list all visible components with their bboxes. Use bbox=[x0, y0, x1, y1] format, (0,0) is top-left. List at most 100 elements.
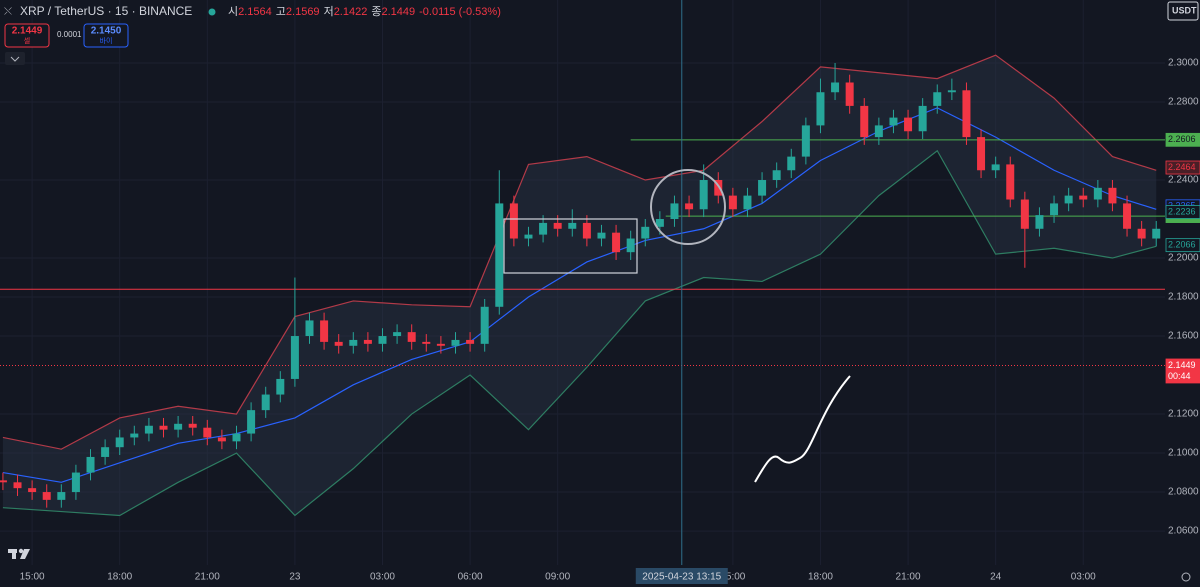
sell-button[interactable] bbox=[4, 23, 50, 48]
y-tick-label: 2.3000 bbox=[1168, 58, 1199, 69]
y-tick-label: 2.2800 bbox=[1168, 97, 1199, 108]
candle-body bbox=[320, 320, 329, 342]
time-axis bbox=[0, 565, 1165, 587]
candle-body bbox=[626, 238, 635, 253]
countdown-label: 00:44 bbox=[1168, 371, 1191, 381]
candle-body bbox=[787, 156, 796, 171]
candle-body bbox=[641, 226, 650, 239]
box-drawing bbox=[503, 218, 638, 274]
candle-body bbox=[568, 222, 577, 229]
candle-body bbox=[363, 339, 372, 344]
price-label: 2.2236 bbox=[1168, 206, 1196, 216]
candle-body bbox=[539, 222, 548, 235]
candle-body bbox=[612, 232, 621, 253]
open: 2.1564 bbox=[238, 6, 272, 18]
candle-body bbox=[1006, 164, 1015, 200]
candle-body bbox=[378, 336, 387, 344]
candle-body bbox=[0, 480, 7, 483]
candle-body bbox=[670, 203, 679, 220]
logo-part bbox=[18, 548, 24, 554]
candle-body bbox=[276, 378, 285, 395]
candle-body bbox=[1093, 187, 1102, 200]
candle-body bbox=[42, 492, 51, 500]
x-tick-label: 23 bbox=[289, 572, 301, 583]
candle-body bbox=[1020, 199, 1029, 229]
candle-body bbox=[509, 203, 518, 239]
candle-body bbox=[290, 336, 299, 379]
y-tick-label: 2.1800 bbox=[1168, 292, 1199, 303]
candle-body bbox=[1035, 215, 1044, 229]
candle-body bbox=[597, 232, 606, 239]
price-label-bg bbox=[1165, 238, 1200, 253]
candle-body bbox=[728, 195, 737, 210]
candle-body bbox=[714, 180, 723, 196]
currency-button[interactable] bbox=[1167, 1, 1199, 21]
y-tick-label: 2.1000 bbox=[1168, 448, 1199, 459]
candle-body bbox=[874, 125, 883, 138]
candle-body bbox=[758, 180, 767, 196]
price-label: 2.2464 bbox=[1168, 162, 1196, 172]
price-axis bbox=[1165, 0, 1200, 587]
y-tick-label: 2.1200 bbox=[1168, 409, 1199, 420]
candle-body bbox=[86, 456, 95, 473]
price-label-bg bbox=[1165, 132, 1200, 147]
candle-body bbox=[553, 222, 562, 229]
candle-body bbox=[130, 433, 139, 438]
price-label-bg bbox=[1165, 160, 1200, 175]
band-fill bbox=[2, 55, 1157, 516]
brush-drawing bbox=[754, 375, 851, 483]
candle-body bbox=[524, 234, 533, 239]
candle-body bbox=[247, 410, 256, 434]
candle-body bbox=[904, 117, 913, 132]
x-tick-label: 18:00 bbox=[808, 572, 833, 583]
candle-body bbox=[334, 341, 343, 346]
y-tick-label: 2.2400 bbox=[1168, 175, 1199, 186]
candle-body bbox=[991, 164, 1000, 171]
x-tick-label: 03:00 bbox=[1071, 572, 1096, 583]
close: 2.1449 bbox=[381, 6, 415, 18]
band-line bbox=[2, 107, 1157, 483]
crosshair-label: 2025-04-23 13:15 bbox=[642, 572, 721, 583]
x-tick-label: 21:00 bbox=[195, 572, 220, 583]
candle-body bbox=[57, 492, 66, 500]
sell-label: 셀 bbox=[24, 37, 30, 45]
drawings bbox=[503, 169, 851, 483]
candle-body bbox=[1050, 203, 1059, 216]
candle-body bbox=[845, 82, 854, 106]
settings-icon[interactable] bbox=[1181, 572, 1191, 582]
candle-body bbox=[159, 425, 168, 430]
high-label: 고 bbox=[276, 6, 286, 18]
open-label: 시 bbox=[228, 6, 238, 18]
expand-icon bbox=[10, 56, 20, 62]
buy-button[interactable] bbox=[83, 23, 129, 48]
price-label: 2.1449 bbox=[1168, 360, 1196, 370]
candle-body bbox=[451, 339, 460, 346]
candle-body bbox=[28, 488, 37, 493]
logo-part bbox=[12, 549, 16, 559]
band-line bbox=[2, 149, 1157, 517]
candle-body bbox=[1123, 203, 1132, 229]
x-tick-label: 15:00 bbox=[720, 572, 745, 583]
candle-body bbox=[699, 180, 708, 210]
candle-body bbox=[1079, 195, 1088, 200]
candle-body bbox=[422, 341, 431, 344]
candle-body bbox=[977, 137, 986, 171]
x-tick-label: 18:00 bbox=[107, 572, 132, 583]
candle-body bbox=[217, 437, 226, 442]
candle-body bbox=[801, 125, 810, 157]
x-tick-label: 24 bbox=[990, 572, 1002, 583]
sell-price: 2.1449 bbox=[12, 26, 43, 37]
collapse-icon[interactable]: ⤬ bbox=[4, 7, 12, 18]
expand-button[interactable] bbox=[5, 52, 25, 65]
candle-body bbox=[71, 472, 80, 493]
candle-body bbox=[889, 117, 898, 126]
spread: 0.0001 bbox=[57, 30, 82, 39]
change: -0.0115 (-0.53%) bbox=[419, 6, 501, 18]
price-label: 2.2066 bbox=[1168, 240, 1196, 250]
price-label-bg bbox=[1165, 358, 1200, 384]
low-label: 저 bbox=[324, 5, 334, 18]
low: 2.1422 bbox=[334, 6, 368, 18]
candle-body bbox=[13, 482, 22, 489]
